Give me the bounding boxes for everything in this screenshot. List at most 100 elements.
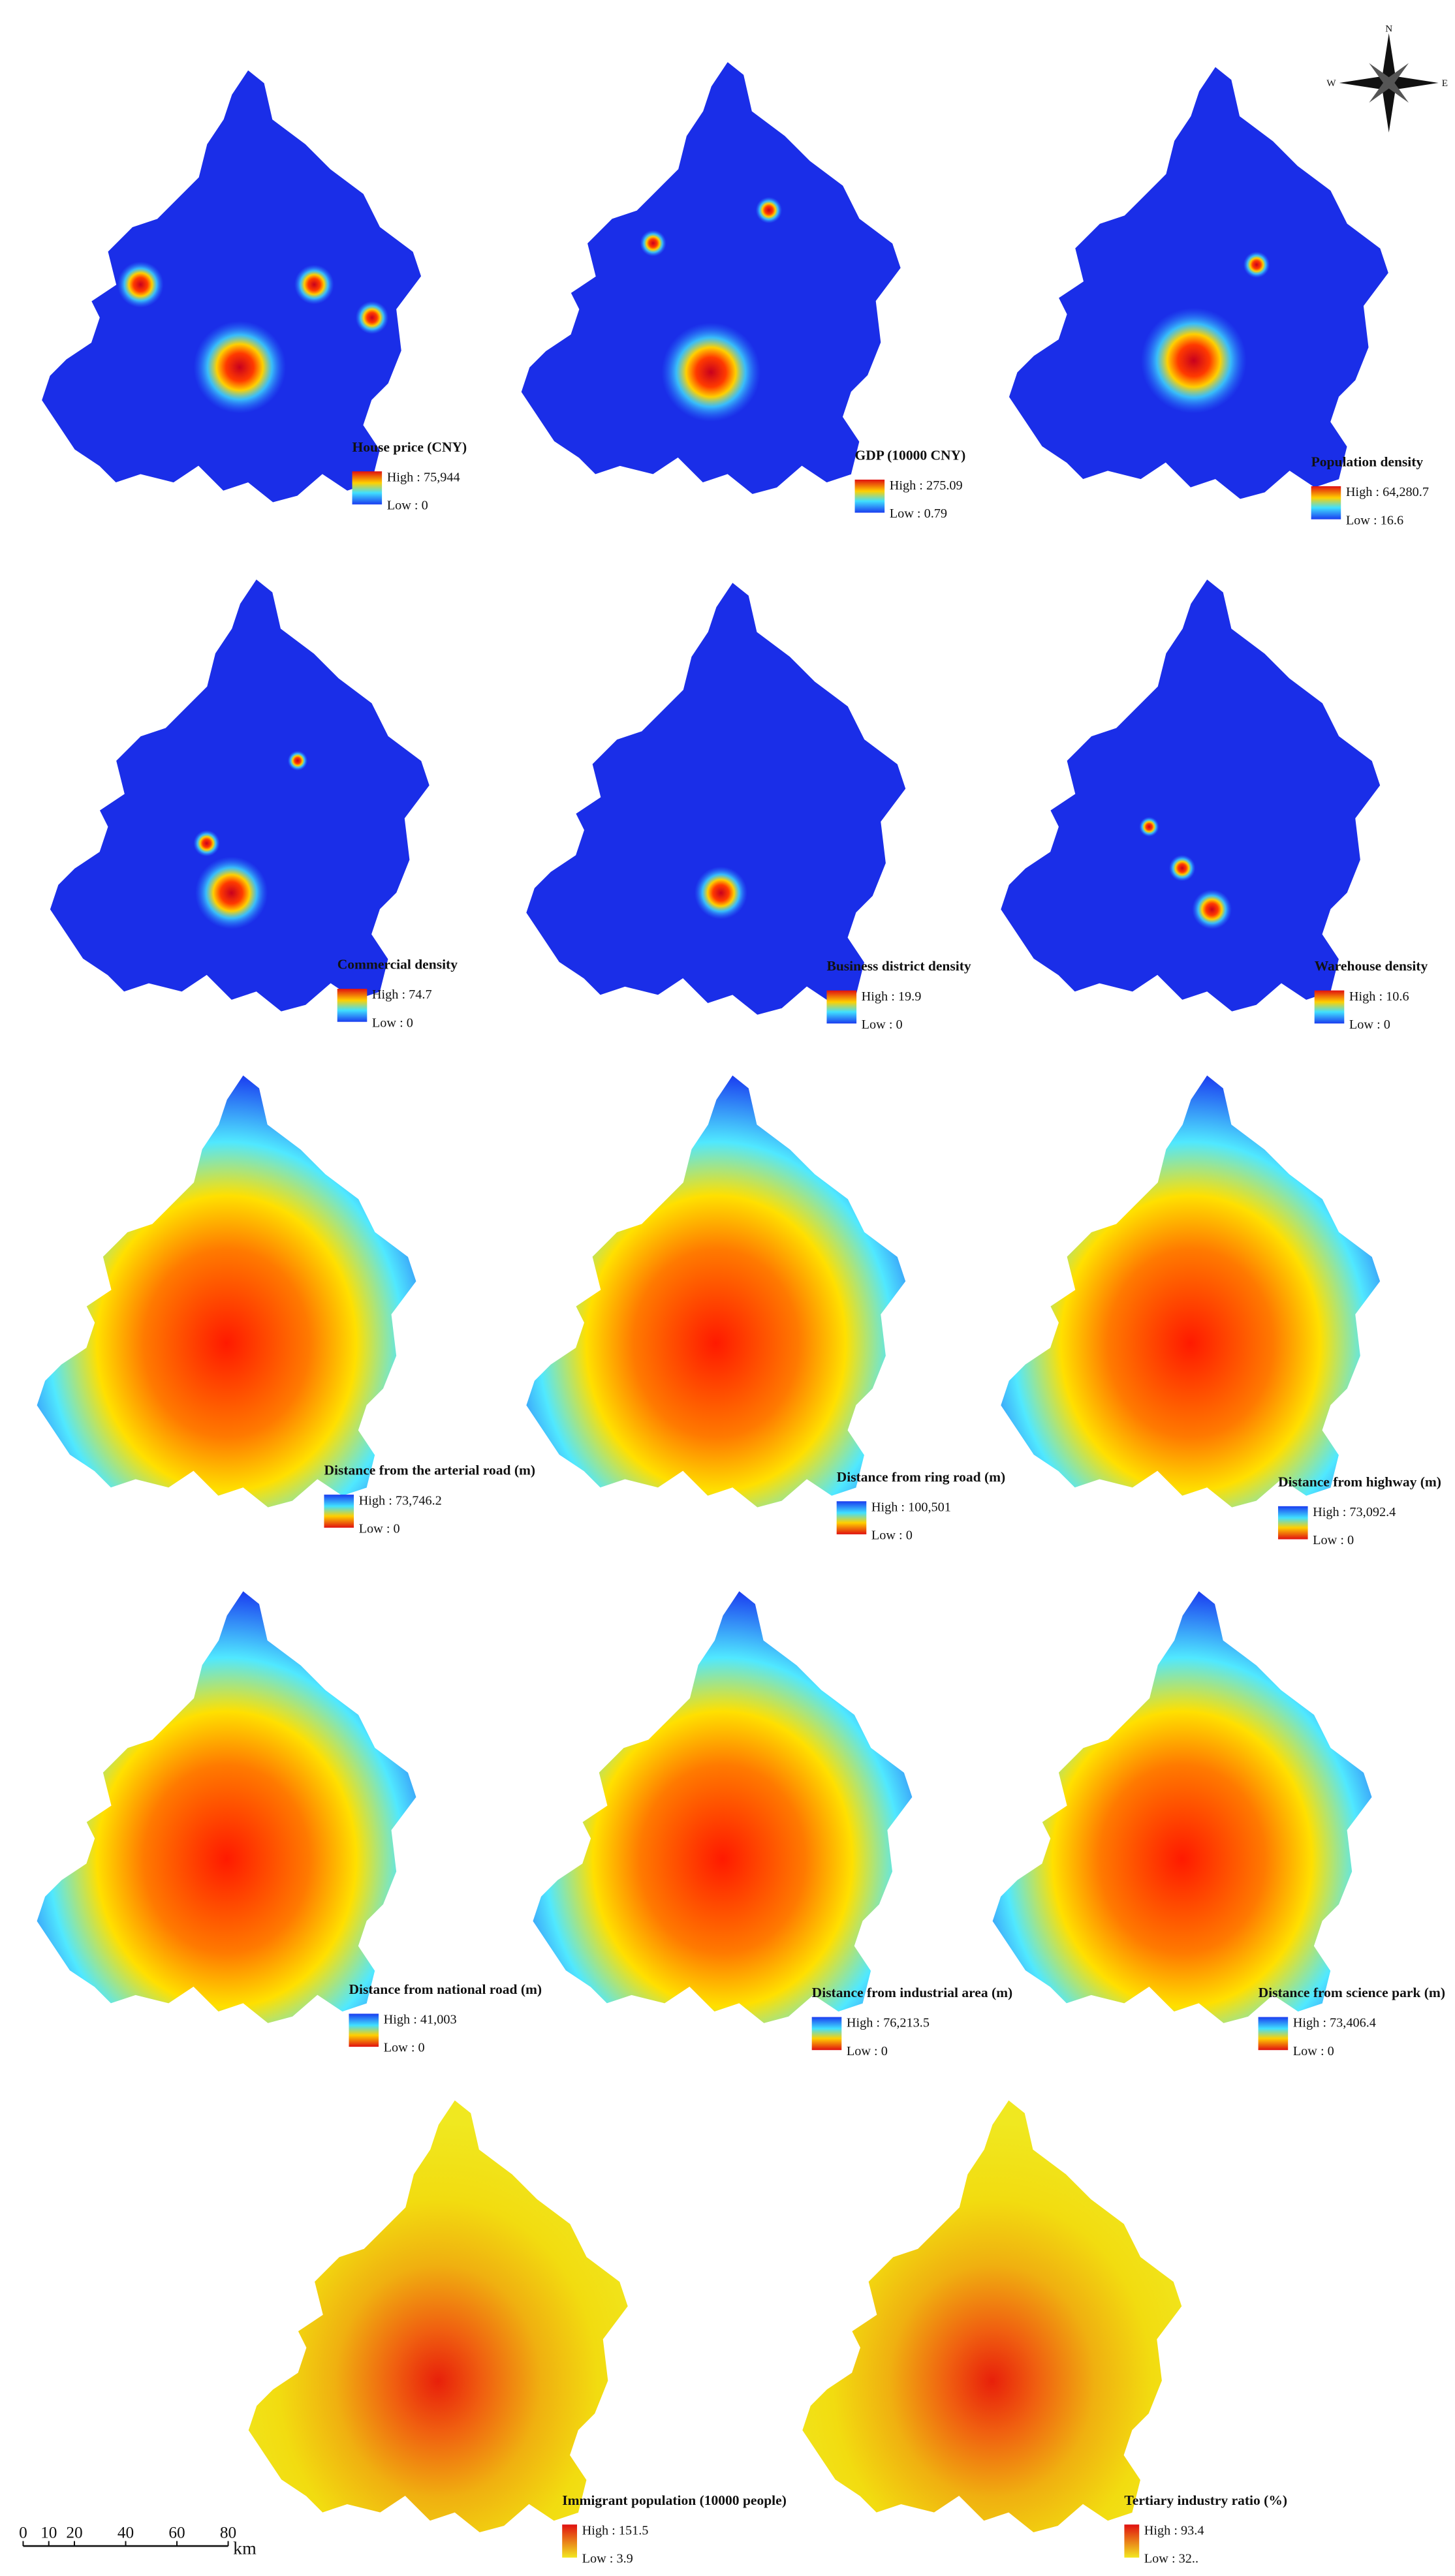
map-area (35, 1589, 418, 2025)
legend-color-bar (349, 2013, 379, 2047)
legend-low: Low : 0 (1349, 1017, 1390, 1032)
map-area (520, 60, 902, 495)
compass-star (1369, 63, 1409, 103)
heat-spot (1192, 890, 1232, 929)
legend-color-bar (854, 479, 885, 513)
map-panel (35, 1074, 418, 1509)
legend-color-bar (826, 990, 857, 1024)
legend-high: High : 275.09 (890, 478, 963, 493)
legend-high: High : 64,280.7 (1346, 485, 1429, 499)
map-area (48, 578, 431, 1013)
legend-color-bar (352, 471, 383, 504)
map-area (525, 581, 907, 1016)
legend-high: High : 151.5 (582, 2523, 649, 2537)
map-panel (999, 1074, 1382, 1509)
legend-color-bar (337, 989, 368, 1022)
legend-high: High : 76,213.5 (847, 2016, 930, 2030)
map-panel (48, 578, 431, 1013)
heat-spot (355, 301, 389, 334)
legend-color-bar (324, 1495, 354, 1528)
legend-color-bar (1277, 1506, 1308, 1540)
legend-title: Distance from science park (m) (1259, 1985, 1445, 2000)
map-panel (525, 1074, 907, 1509)
heat-layer (117, 261, 389, 414)
legend-title: Business district density (826, 958, 971, 974)
legend-title: GDP (10000 CNY) (855, 447, 966, 463)
legend-high: High : 73,092.4 (1313, 1505, 1396, 1519)
heat-spot (294, 264, 334, 305)
legend-high: High : 73,746.2 (359, 1493, 442, 1508)
heat-layer (640, 196, 783, 422)
legend-low: Low : 0 (847, 2044, 888, 2058)
legend-low: Low : 3.9 (582, 2551, 633, 2566)
map-panel (247, 2098, 629, 2534)
legend-high: High : 74.7 (372, 987, 432, 1002)
map-panel (35, 1589, 418, 2025)
heat-layer (193, 751, 308, 929)
scale-label: 0 (19, 2523, 27, 2541)
legend-high: High : 75,944 (387, 470, 460, 484)
legend-high: High : 41,003 (384, 2013, 457, 2027)
legend-high: High : 19.9 (862, 989, 922, 1004)
legend-color-bar (1124, 2524, 1140, 2558)
scale-label: 10 (40, 2523, 57, 2541)
legend-title: Warehouse density (1315, 958, 1428, 974)
scale-label: 20 (66, 2523, 82, 2541)
legend-low: Low : 32.. (1144, 2551, 1198, 2566)
legend-high: High : 73,406.4 (1293, 2016, 1376, 2030)
map-area (531, 1589, 914, 2025)
scale-label: 80 (220, 2523, 236, 2541)
heat-spot (193, 830, 220, 857)
legend-title: Distance from ring road (m) (837, 1469, 1006, 1485)
legend-low: Low : 0 (384, 2041, 425, 2055)
legend-title: Distance from the arterial road (m) (324, 1463, 535, 1478)
heat-spot (661, 322, 761, 422)
legend-color-bar (836, 1501, 867, 1534)
legend-title: House price (CNY) (352, 439, 467, 455)
map-panel (801, 2098, 1183, 2534)
map-area (40, 69, 423, 504)
heat-spot (1140, 307, 1247, 414)
legend-high: High : 10.6 (1349, 989, 1409, 1004)
map-panel (991, 1589, 1373, 2025)
legend-title: Distance from highway (m) (1278, 1474, 1441, 1489)
legend-color-bar (811, 2017, 842, 2051)
scale-label: 60 (168, 2523, 185, 2541)
legend-title: Distance from industrial area (m) (812, 1985, 1013, 2000)
legend-color-bar (562, 2524, 578, 2558)
scale-unit: km (233, 2539, 257, 2559)
legend-title: Tertiary industry ratio (%) (1124, 2492, 1287, 2508)
compass-east: E (1442, 78, 1448, 89)
heat-spot (195, 856, 268, 929)
legend-low: Low : 0 (359, 1521, 400, 1536)
heat-spot (287, 751, 308, 771)
map-panel (525, 581, 907, 1016)
scale-label: 40 (117, 2523, 134, 2541)
legend-low: Low : 0 (1313, 1533, 1354, 1547)
legend-high: High : 93.4 (1144, 2523, 1204, 2537)
heat-spot (193, 320, 287, 414)
map-area (35, 1074, 418, 1509)
heat-layer (694, 866, 747, 920)
legend-low: Low : 0 (862, 1017, 903, 1032)
heat-spot (1168, 854, 1196, 882)
legend-low: Low : 0 (372, 1016, 413, 1030)
map-area (525, 1074, 907, 1509)
legend-color-bar (1258, 2017, 1289, 2051)
legend-color-bar (1314, 990, 1345, 1024)
heat-spot (1243, 251, 1270, 278)
heat-layer (1139, 816, 1232, 929)
map-area (999, 1074, 1382, 1509)
map-area (999, 578, 1382, 1013)
legend-title: Commercial density (337, 957, 458, 972)
heat-spot (117, 261, 164, 308)
map-panel (531, 1589, 914, 2025)
compass-north: N (1385, 23, 1392, 34)
map-area (801, 2098, 1183, 2534)
map-area (991, 1589, 1373, 2025)
compass-west: W (1326, 78, 1336, 89)
map-panel (520, 60, 902, 495)
